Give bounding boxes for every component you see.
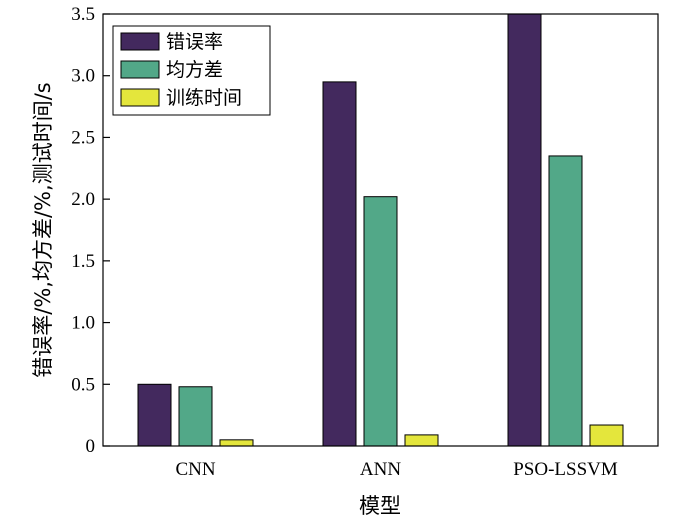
- legend-label-1: 均方差: [166, 59, 223, 81]
- bars-layer: [137, 13, 624, 447]
- y-tick-label-6: 3.0: [71, 66, 95, 87]
- y-tick-label-1: 0.5: [71, 374, 95, 395]
- x-tick-label-0: CNN: [175, 459, 215, 480]
- legend-swatch-2: [120, 88, 160, 107]
- y-tick-label-7: 3.5: [71, 4, 95, 25]
- y-tick-label-5: 2.5: [71, 127, 95, 148]
- x-axis-title: 模型: [359, 494, 401, 518]
- legend-label-0: 错误率: [166, 31, 223, 53]
- y-tick-label-0: 0: [86, 436, 96, 457]
- bar-cnn-series-1: [178, 386, 213, 447]
- y-tick-label-4: 2.0: [71, 189, 95, 210]
- y-tick-label-2: 1.0: [71, 313, 95, 334]
- legend-swatch-0: [120, 32, 160, 51]
- legend-swatch-1: [120, 60, 160, 79]
- bar-cnn-series-0: [137, 383, 172, 447]
- plot-frame: [102, 13, 659, 447]
- legend-label-2: 训练时间: [166, 87, 242, 109]
- x-tick-label-2: PSO-LSSVM: [513, 459, 618, 480]
- bar-pso-lssvm-series-2: [589, 424, 624, 447]
- bar-ann-series-0: [322, 81, 357, 447]
- bar-pso-lssvm-series-0: [507, 13, 542, 447]
- bar-cnn-series-2: [219, 439, 254, 447]
- y-tick-label-3: 1.5: [71, 251, 95, 272]
- x-axis: CNN ANN PSO-LSSVM: [175, 459, 617, 480]
- bar-ann-series-2: [404, 434, 439, 447]
- bar-pso-lssvm-series-1: [548, 155, 583, 447]
- x-tick-label-1: ANN: [360, 459, 401, 480]
- y-axis: 0 0.5 1.0 1.5 2.0 2.5 3.0 3.5: [71, 4, 110, 457]
- bar-ann-series-1: [363, 196, 398, 447]
- y-axis-title: 错误率/%,均方差/%,测试时间/s: [31, 82, 55, 377]
